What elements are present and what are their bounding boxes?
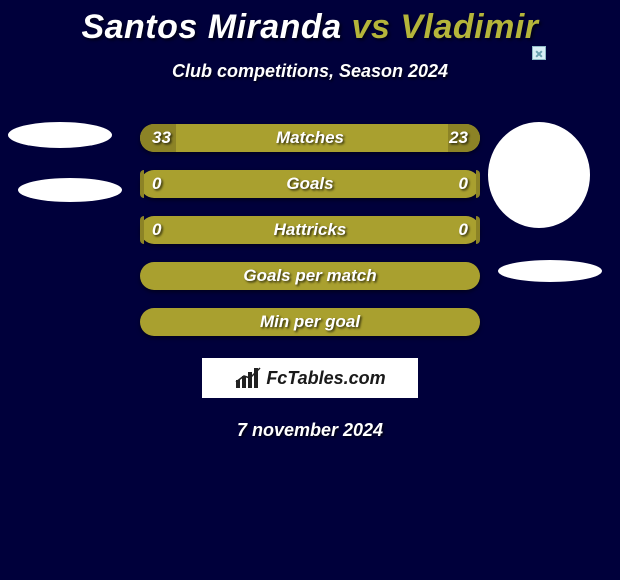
stat-value-right: 0 bbox=[459, 170, 468, 198]
stat-label: Min per goal bbox=[140, 308, 480, 336]
stat-row: Hattricks0 0 bbox=[140, 216, 480, 244]
stat-label: Goals bbox=[140, 170, 480, 198]
stat-row: Min per goal bbox=[140, 308, 480, 336]
stat-value-right: 23 bbox=[449, 124, 468, 152]
stat-value-left: 0 bbox=[152, 216, 161, 244]
decor-ellipse bbox=[488, 122, 590, 228]
broken-image-icon bbox=[532, 46, 546, 60]
brand-badge[interactable]: FcTables.com bbox=[202, 358, 418, 398]
brand-text: FcTables.com bbox=[266, 368, 385, 389]
decor-ellipse bbox=[8, 122, 112, 148]
stat-value-left: 33 bbox=[152, 124, 171, 152]
stats-column: Matches3323Goals00Hattricks00Goals per m… bbox=[140, 124, 480, 354]
stat-row: Goals per match bbox=[140, 262, 480, 290]
decor-ellipse bbox=[498, 260, 602, 282]
stat-row: Goals0 0 bbox=[140, 170, 480, 198]
stat-label: Hattricks bbox=[140, 216, 480, 244]
stat-value-right: 0 bbox=[459, 216, 468, 244]
stat-row: Matches33 23 bbox=[140, 124, 480, 152]
stat-label: Goals per match bbox=[140, 262, 480, 290]
brand-bars-icon bbox=[234, 366, 262, 390]
footer-date: 7 november 2024 bbox=[0, 420, 620, 441]
stat-value-left: 0 bbox=[152, 170, 161, 198]
stat-label: Matches bbox=[140, 124, 480, 152]
decor-ellipse bbox=[18, 178, 122, 202]
